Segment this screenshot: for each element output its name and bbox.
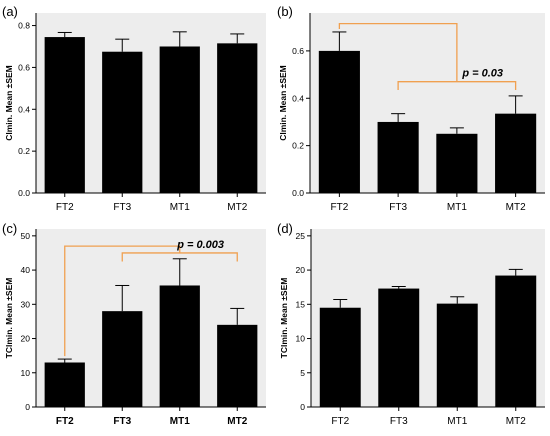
bar-ft3 (102, 311, 143, 407)
y-axis-title: TClmin. Mean ±SEM (4, 278, 14, 359)
y-tick-label: 25 (296, 231, 306, 241)
panel-label: (c) (2, 221, 17, 236)
y-tick-label: 10 (21, 368, 31, 378)
x-category-label: FT2 (331, 416, 349, 427)
bar-mt1 (436, 133, 478, 193)
bar-ft3 (102, 51, 143, 193)
bar-mt2 (217, 43, 258, 193)
chart-panel-3: (c) p = 0.003 0 10 20 30 40 50 FT2 FT3 MT1 MT2 TClmi… (2, 221, 266, 427)
panel-label: (b) (277, 4, 293, 19)
y-tick-label: 0.0 (18, 188, 30, 198)
x-category-label: MT2 (506, 202, 526, 213)
panel-label: (d) (277, 221, 293, 236)
bar-ft3 (377, 121, 419, 193)
x-category-label: MT2 (227, 202, 247, 213)
x-category-label: FT2 (330, 202, 348, 213)
y-tick-label: 50 (21, 231, 31, 241)
y-tick-label: 15 (296, 299, 306, 309)
y-tick-label: 0.6 (292, 46, 304, 56)
bar-ft2 (318, 50, 360, 193)
x-category-label: MT1 (447, 202, 467, 213)
chart-panel-2: (b) p = 0.03 0.0 0.2 0.4 0.6 FT2 FT3 MT1 MT2 Clmin… (277, 4, 545, 213)
bar-ft2 (44, 362, 85, 407)
y-tick-label: 0.0 (292, 188, 304, 198)
x-category-label: FT3 (390, 416, 408, 427)
bar-mt2 (495, 113, 537, 193)
x-category-label: FT2 (56, 202, 74, 213)
y-tick-label: 5 (300, 368, 305, 378)
x-category-label: FT3 (113, 416, 131, 427)
bar-mt1 (159, 285, 200, 407)
y-tick-label: 30 (21, 299, 31, 309)
y-tick-label: 0 (300, 402, 305, 412)
y-axis-title: TClmin. Mean ±SEM (279, 278, 289, 359)
bar-mt2 (217, 324, 258, 407)
p-value-label: p = 0.03 (461, 68, 503, 80)
x-category-label: FT3 (389, 202, 407, 213)
y-tick-label: 0.2 (18, 146, 30, 156)
y-tick-label: 0.4 (18, 104, 30, 114)
y-tick-label: 0 (25, 402, 30, 412)
y-axis-title: Clmin. Mean ±SEM (4, 65, 14, 141)
y-tick-label: 20 (21, 334, 31, 344)
y-tick-label: 0.8 (18, 21, 30, 31)
y-axis-title: Clmin. Mean ±SEM (278, 65, 288, 141)
y-tick-label: 0.2 (292, 141, 304, 151)
p-value-label: p = 0.003 (176, 239, 224, 251)
x-category-label: MT2 (506, 416, 526, 427)
y-tick-label: 10 (296, 334, 306, 344)
chart-panel-1: (a) 0.0 0.2 0.4 0.6 0.8 FT2 FT3 MT1 MT2 Clmin. Mea… (2, 4, 266, 213)
panel-label: (a) (2, 4, 18, 19)
x-category-label: MT1 (170, 202, 190, 213)
significance-bracket (64, 245, 238, 357)
bar-mt2 (495, 275, 537, 407)
bar-ft2 (319, 307, 361, 407)
y-tick-label: 0.4 (292, 93, 304, 103)
bar-mt1 (159, 46, 200, 193)
x-category-label: FT2 (56, 416, 74, 427)
x-category-label: MT1 (447, 416, 467, 427)
significance-bracket (338, 23, 517, 90)
bar-mt1 (436, 303, 478, 407)
chart-panel-4: (d) 0 5 10 15 20 25 FT2 FT3 MT1 MT2 TClmin. Mean ±S… (277, 221, 545, 427)
y-tick-label: 40 (21, 265, 31, 275)
bar-ft2 (44, 37, 85, 194)
y-tick-label: 0.6 (18, 62, 30, 72)
bar-ft3 (378, 288, 420, 407)
y-tick-label: 20 (296, 265, 306, 275)
x-category-label: FT3 (113, 202, 131, 213)
x-category-label: MT2 (227, 416, 247, 427)
x-category-label: MT1 (170, 416, 190, 427)
